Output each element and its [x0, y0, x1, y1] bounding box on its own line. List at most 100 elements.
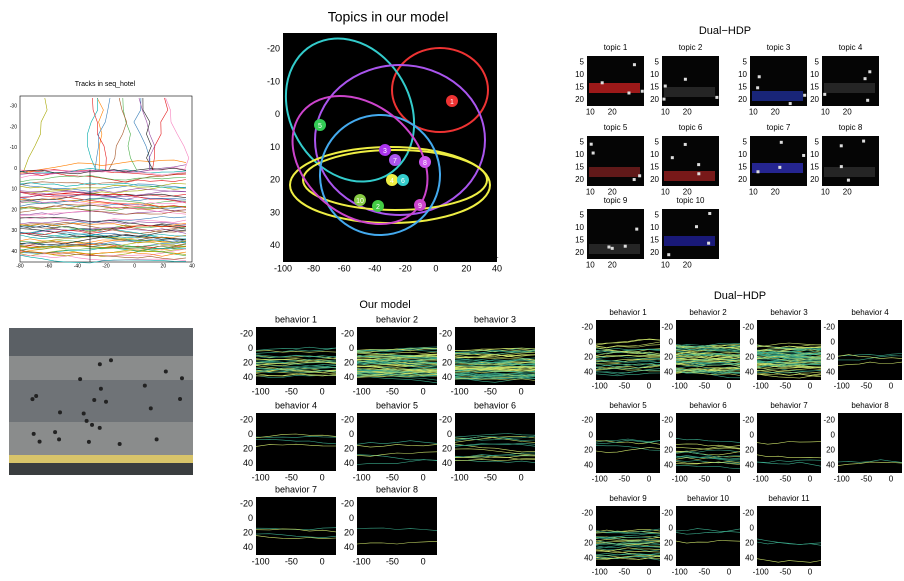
scatter-cross: + — [464, 67, 468, 73]
y-tick-label: 40 — [826, 368, 835, 377]
x-tick-label: -50 — [699, 568, 711, 577]
y-tick-label: -20 — [742, 416, 754, 425]
track — [19, 222, 187, 228]
x-tick-label: 20 — [843, 108, 852, 117]
scatter-cross: + — [413, 222, 417, 228]
x-tick-label: -40 — [368, 264, 381, 274]
heatmap-dot — [715, 95, 719, 99]
scatter-cross: + — [408, 117, 412, 123]
topic-marker-label: 7 — [393, 158, 397, 165]
track — [19, 234, 187, 249]
scatter-cross: + — [323, 85, 327, 91]
trajectory — [756, 454, 822, 459]
y-tick-label: 5 — [743, 137, 748, 146]
x-tick-label: -50 — [619, 475, 631, 484]
y-tick-label: -20 — [439, 415, 452, 425]
scatter-cross: + — [358, 156, 362, 162]
scatter-cross: + — [309, 128, 313, 134]
trajectory — [595, 344, 661, 349]
x-tick-label: -50 — [285, 387, 298, 397]
heatmap-dot — [638, 174, 642, 178]
scatter-cross: + — [411, 73, 415, 79]
scatter-cross: + — [308, 41, 312, 47]
trajectory — [675, 455, 741, 460]
trajectory — [454, 443, 536, 447]
scatter-cross: + — [413, 229, 417, 235]
x-tick-label: 40 — [492, 264, 502, 274]
y-tick-label: 20 — [344, 528, 354, 538]
scatter-cross: + — [299, 222, 303, 228]
y-tick-label: 15 — [810, 162, 819, 171]
y-tick-label: 20 — [11, 207, 17, 213]
scatter-cross: + — [287, 63, 291, 69]
scatter-cross: + — [450, 83, 454, 89]
scatter-cross: + — [432, 158, 436, 164]
scatter-cross: + — [431, 236, 435, 242]
behavior-plot — [757, 506, 821, 566]
heatmap-dot — [667, 253, 671, 257]
trajectory — [255, 375, 336, 378]
y-tick-label: 0 — [275, 109, 280, 119]
scatter-cross: + — [487, 248, 491, 254]
heatmap-band — [752, 91, 803, 101]
trajectory — [675, 353, 741, 361]
y-tick-label: 20 — [738, 175, 747, 184]
heatmap-dot — [802, 153, 806, 157]
trajectory — [255, 368, 337, 374]
y-tick-label: -20 — [823, 416, 835, 425]
trajectory — [454, 435, 536, 443]
y-tick-label: 30 — [11, 228, 17, 234]
x-tick-label: 0 — [320, 557, 325, 567]
trajectory — [356, 360, 438, 364]
scatter-cross: + — [418, 169, 422, 175]
x-tick-label: 10 — [821, 188, 830, 197]
track — [19, 241, 187, 249]
trajectory — [454, 359, 536, 364]
trajectory — [454, 433, 536, 438]
scatter-cross: + — [373, 90, 377, 96]
heatmap-dot — [866, 98, 870, 102]
y-tick-label: -20 — [240, 329, 253, 339]
heatmap-dot — [591, 151, 595, 155]
person — [104, 399, 109, 404]
y-tick-label: 5 — [743, 57, 748, 66]
person — [53, 430, 58, 435]
scatter-cross: + — [430, 240, 434, 246]
photo-tram — [9, 455, 193, 463]
scatter-cross: + — [463, 243, 467, 249]
scatter-cross: + — [413, 166, 417, 172]
scatter-cross: + — [349, 103, 353, 109]
y-tick-label: 0 — [589, 524, 594, 533]
x-tick-label: 0 — [647, 568, 652, 577]
x-tick-label: -60 — [45, 263, 52, 269]
scatter-cross: + — [317, 198, 321, 204]
person — [178, 397, 183, 402]
y-tick-label: 20 — [826, 446, 835, 455]
scatter-cross: + — [445, 125, 449, 131]
x-tick-label: 10 — [586, 261, 595, 270]
trajectory — [454, 357, 536, 362]
y-tick-label: 40 — [243, 542, 253, 552]
y-tick-label: -20 — [10, 124, 17, 130]
y-tick-label: 20 — [650, 175, 659, 184]
person — [31, 431, 36, 436]
scatter-cross: + — [394, 80, 398, 86]
trajectory — [454, 354, 536, 359]
heatmap — [822, 56, 879, 106]
panel-label: behavior 1 — [609, 308, 647, 317]
scatter-cross: + — [458, 127, 462, 133]
track — [19, 224, 187, 233]
trajectory — [595, 347, 661, 356]
heatmap-dot — [839, 165, 843, 169]
heatmap-dot — [863, 77, 867, 81]
person — [163, 369, 168, 374]
track — [19, 198, 187, 205]
y-tick-label: 20 — [650, 95, 659, 104]
x-tick-label: -100 — [753, 475, 770, 484]
behavior-plot — [256, 413, 336, 471]
x-tick-label: 0 — [727, 475, 732, 484]
track — [92, 97, 107, 171]
scatter-cross: + — [467, 152, 471, 158]
heatmap-dot — [803, 93, 807, 97]
topic-marker — [372, 200, 384, 212]
